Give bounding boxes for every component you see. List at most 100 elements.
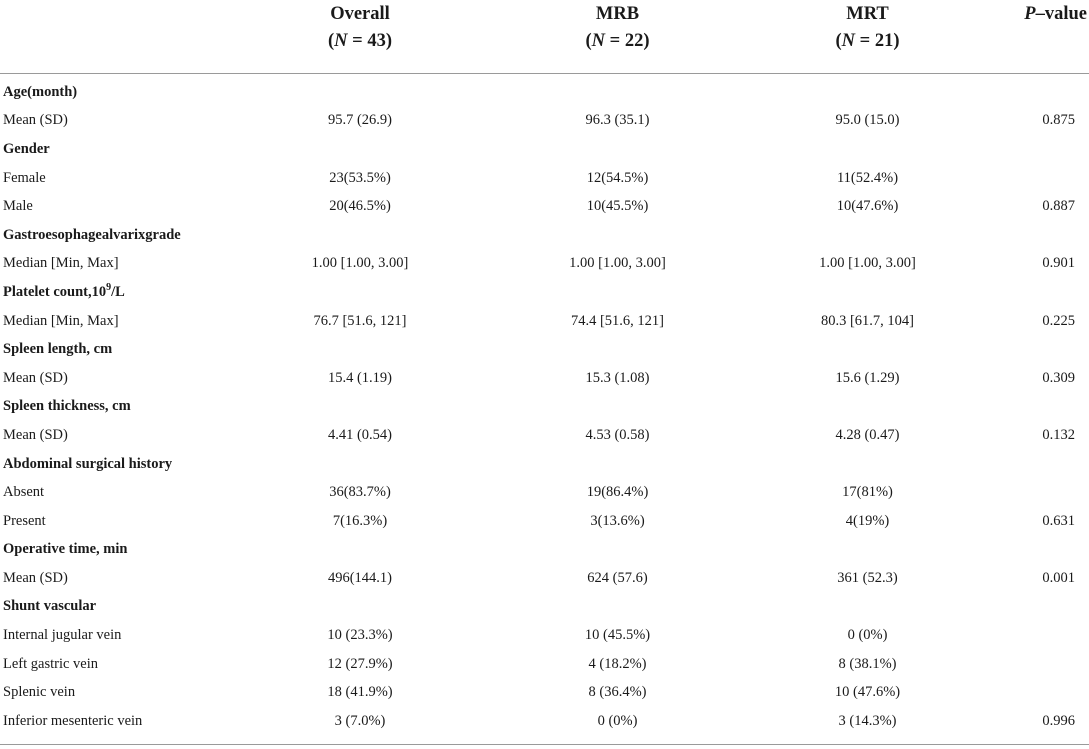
row-label: Female <box>3 169 46 186</box>
cell-overall: 18 (41.9%) <box>327 684 393 701</box>
section-header-row: Abdominal surgical history <box>0 450 1089 479</box>
cell-pvalue <box>990 164 1089 193</box>
cell-mrt: 8 (38.1%) <box>838 655 897 672</box>
cell-mrb: 96.3 (35.1) <box>585 112 650 129</box>
header-mrt: MRT (N = 21) <box>745 0 990 73</box>
cell-mrt: 0 (0%) <box>847 627 888 644</box>
section-title: Gender <box>3 140 50 157</box>
row-label: Left gastric vein <box>3 655 99 672</box>
cell-mrb: 19(86.4%) <box>586 484 649 501</box>
cell-mrb: 10(45.5%) <box>586 198 649 215</box>
section-title: Age(month) <box>3 83 78 100</box>
cell-pvalue: 0.875 <box>1042 112 1075 129</box>
header-mrb-label: MRB <box>595 4 640 24</box>
cell-pvalue <box>990 621 1089 650</box>
cell-mrt: 15.6 (1.29) <box>835 369 900 386</box>
row-label: Inferior mesenteric vein <box>3 712 143 729</box>
row-label: Absent <box>3 484 45 501</box>
section-header-row: Age(month) <box>0 78 1089 107</box>
header-overall-n: (N = 43) <box>328 31 392 51</box>
cell-mrb: 4 (18.2%) <box>588 655 647 672</box>
cell-mrt: 3 (14.3%) <box>838 712 897 729</box>
table-row: Median [Min, Max] 76.7 [51.6, 121] 74.4 [5… <box>0 307 1089 336</box>
cell-mrb: 1.00 [1.00, 3.00] <box>569 255 666 272</box>
cell-pvalue: 0.631 <box>1042 512 1075 529</box>
section-title: Spleen thickness, cm <box>3 398 131 415</box>
cell-mrt: 95.0 (15.0) <box>835 112 900 129</box>
table-row: Mean (SD) 95.7 (26.9) 96.3 (35.1) 95.0 (15.… <box>0 107 1089 136</box>
cell-pvalue <box>990 478 1089 507</box>
bottom-rule <box>0 744 1089 745</box>
cell-overall: 20(46.5%) <box>329 198 391 215</box>
cell-mrb: 74.4 [51.6, 121] <box>570 312 665 329</box>
table-row: Inferior mesenteric vein 3 (7.0%) 0 (0%) 3 … <box>0 707 1089 736</box>
header-pvalue: P–value <box>1024 4 1087 24</box>
table-row: Female 23(53.5%) 12(54.5%) 11(52.4%) <box>0 164 1089 193</box>
cell-pvalue <box>990 678 1089 707</box>
cell-mrb: 624 (57.6) <box>587 569 648 586</box>
cell-mrb: 8 (36.4%) <box>588 684 647 701</box>
cell-mrt: 4.28 (0.47) <box>835 426 900 443</box>
table-row: Splenic vein 18 (41.9%) 8 (36.4%) 10 (47.6%… <box>0 678 1089 707</box>
row-label: Internal jugular vein <box>3 627 122 644</box>
table-row: Mean (SD) 15.4 (1.19) 15.3 (1.08) 15.6 (1.2… <box>0 364 1089 393</box>
row-label: Present <box>3 512 46 529</box>
cell-overall: 1.00 [1.00, 3.00] <box>311 255 409 272</box>
cell-mrt: 10(47.6%) <box>836 198 899 215</box>
cell-overall: 12 (27.9%) <box>327 655 393 672</box>
row-label: Median [Min, Max] <box>3 312 119 329</box>
row-label: Mean (SD) <box>3 426 68 443</box>
table-row: Mean (SD) 4.41 (0.54) 4.53 (0.58) 4.28 (0.4… <box>0 421 1089 450</box>
table-row: Mean (SD) 496(144.1) 624 (57.6) 361 (52.3) 0… <box>0 564 1089 593</box>
section-title: Gastroesophagealvarixgrade <box>3 226 181 243</box>
header-empty <box>0 0 230 73</box>
cell-mrb: 12(54.5%) <box>586 169 649 186</box>
section-title: Spleen length, cm <box>3 341 113 358</box>
cell-pvalue: 0.132 <box>1042 426 1075 443</box>
table-row: Present 7(16.3%) 3(13.6%) 4(19%) 0.631 <box>0 507 1089 536</box>
row-label: Mean (SD) <box>3 569 68 586</box>
header-overall-label: Overall <box>330 4 390 24</box>
section-header-row: Spleen length, cm <box>0 335 1089 364</box>
cell-mrt: 80.3 [61.7, 104] <box>820 312 915 329</box>
cell-overall: 4.41 (0.54) <box>327 426 393 443</box>
section-title: Abdominal surgical history <box>3 455 173 472</box>
section-header-row: Gastroesophagealvarixgrade <box>0 221 1089 250</box>
cell-mrt: 4(19%) <box>845 512 890 529</box>
cell-overall: 496(144.1) <box>327 569 393 586</box>
cell-overall: 23(53.5%) <box>329 169 391 186</box>
row-label: Mean (SD) <box>3 369 68 386</box>
cell-mrb: 0 (0%) <box>597 712 638 729</box>
header-mrb: MRB (N = 22) <box>490 0 745 73</box>
row-label: Male <box>3 198 33 215</box>
table-body: Age(month) Mean (SD) 95.7 (26.9) 96.3 (35.1… <box>0 78 1089 736</box>
cell-pvalue: 0.901 <box>1042 255 1075 272</box>
row-label: Median [Min, Max] <box>3 255 119 272</box>
cell-pvalue: 0.225 <box>1042 312 1075 329</box>
cell-pvalue: 0.001 <box>1042 569 1075 586</box>
section-title: Platelet count,109/L <box>3 282 125 300</box>
header-overall: Overall (N = 43) <box>230 0 490 73</box>
cell-mrt: 361 (52.3) <box>837 569 898 586</box>
cell-mrb: 3(13.6%) <box>590 512 645 529</box>
row-label: Splenic vein <box>3 684 76 701</box>
header-mrt-n: (N = 21) <box>835 31 900 51</box>
cell-mrb: 15.3 (1.08) <box>585 369 650 386</box>
section-header-row: Operative time, min <box>0 536 1089 565</box>
cell-pvalue: 0.887 <box>1042 198 1075 215</box>
cell-overall: 3 (7.0%) <box>334 712 386 729</box>
header-mrb-n: (N = 22) <box>585 31 650 51</box>
table-row: Internal jugular vein 10 (23.3%) 10 (45.5%… <box>0 621 1089 650</box>
cell-overall: 95.7 (26.9) <box>327 112 393 129</box>
cell-overall: 36(83.7%) <box>329 484 391 501</box>
cell-pvalue: 0.996 <box>1042 712 1075 729</box>
cell-mrt: 1.00 [1.00, 3.00] <box>819 255 916 272</box>
table-row: Male 20(46.5%) 10(45.5%) 10(47.6%) 0.887 <box>0 192 1089 221</box>
cell-mrb: 10 (45.5%) <box>584 627 651 644</box>
table-row: Absent 36(83.7%) 19(86.4%) 17(81%) <box>0 478 1089 507</box>
section-title: Operative time, min <box>3 541 128 558</box>
row-label: Mean (SD) <box>3 112 68 129</box>
cell-overall: 10 (23.3%) <box>327 627 393 644</box>
cell-pvalue <box>990 650 1089 679</box>
